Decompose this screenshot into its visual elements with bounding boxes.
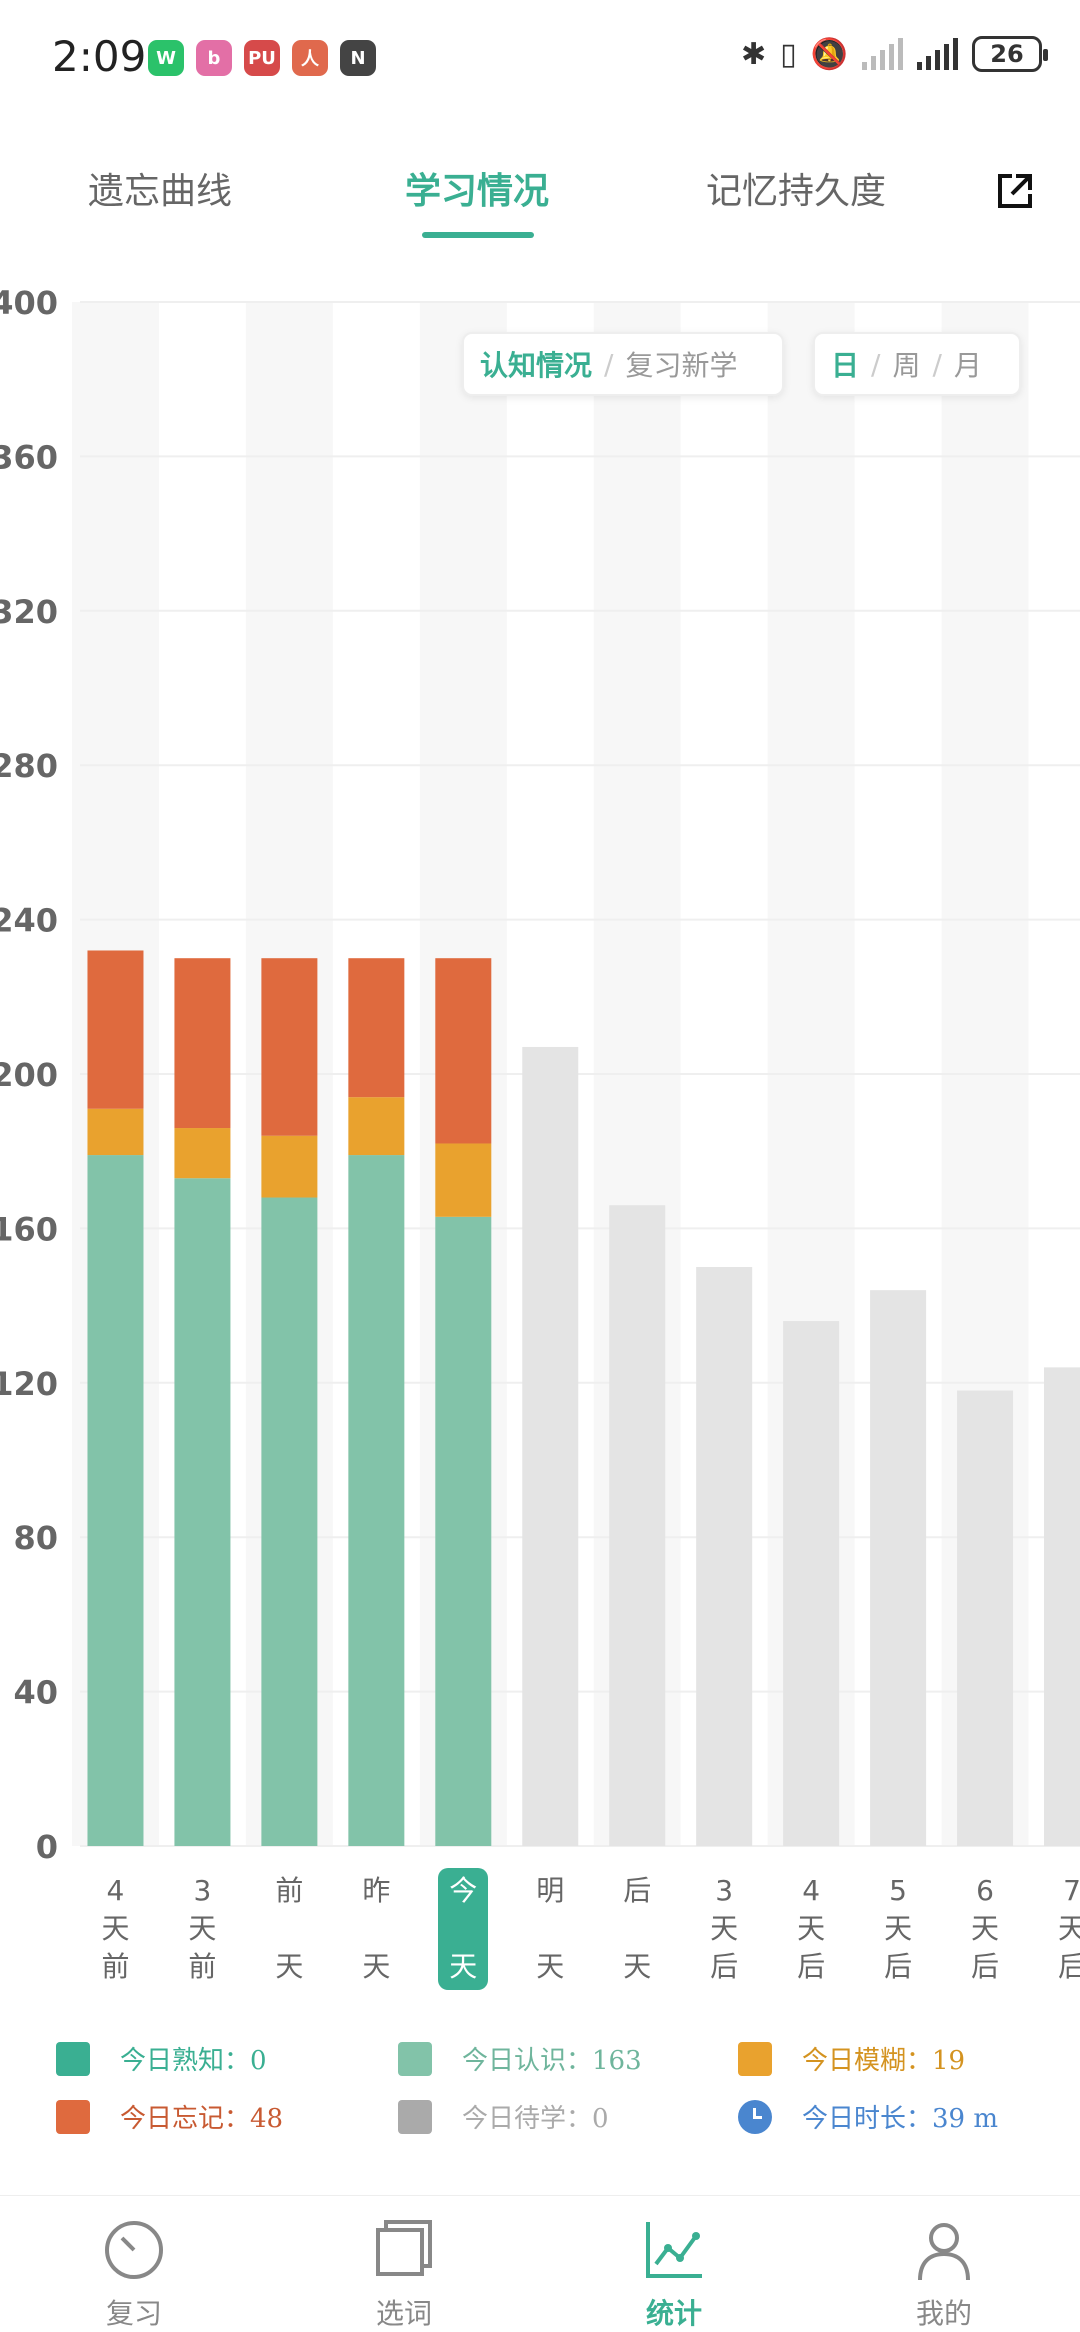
legend-forgotten: 今日忘记：48 <box>56 2098 283 2135</box>
y-tick-label: 120 <box>0 1365 58 1403</box>
stacked-bar-chart: 0 40 80 120 160 200 240 280 320 360 400 <box>0 284 1080 1866</box>
signal-sim1-icon <box>862 38 903 70</box>
status-indicators: ✱ ▯ 🔕 26 <box>740 36 1048 72</box>
bar-segment <box>1044 1367 1080 1846</box>
y-tick-label: 40 <box>13 1674 58 1712</box>
y-tick-label: 400 <box>0 284 58 322</box>
x-axis-label[interactable]: 3 天 前 <box>188 1874 217 1983</box>
wechat-icon: W <box>148 40 184 76</box>
legend-swatch <box>398 2041 432 2076</box>
bottom-navigation: 复习 选词 统计 我的 <box>0 2195 1080 2332</box>
y-tick-label: 240 <box>0 902 58 940</box>
bar-segment <box>174 1178 231 1846</box>
tab-forgetting-curve[interactable]: 遗忘曲线 <box>88 171 233 212</box>
x-axis-label[interactable]: 前 天 <box>275 1874 304 1983</box>
clock-icon <box>738 2099 772 2134</box>
tab-memory-durability[interactable]: 记忆持久度 <box>706 171 887 212</box>
legend-known: 今日熟知：0 <box>56 2040 267 2077</box>
legend-duration: 今日时长：39 m <box>738 2098 998 2135</box>
nav-mine[interactable]: 我的 <box>864 2196 1024 2332</box>
bar-segment <box>522 1046 579 1846</box>
bar-segment <box>174 958 231 1129</box>
toggle-day[interactable]: 日 <box>831 349 860 382</box>
bar-segment <box>435 1143 492 1217</box>
bar-segment <box>348 1097 405 1156</box>
y-tick-label: 200 <box>0 1056 58 1094</box>
top-tabs: 遗忘曲线 学习情况 记忆持久度 <box>0 150 1080 250</box>
legend-pending: 今日待学：0 <box>398 2098 609 2135</box>
x-axis-label[interactable]: 昨 天 <box>362 1874 391 1983</box>
bar-segment <box>609 1205 666 1846</box>
nav-review[interactable]: 复习 <box>54 2196 214 2332</box>
y-tick-label: 0 <box>36 1828 58 1866</box>
bar-segment <box>87 950 144 1109</box>
y-tick-label: 160 <box>0 1210 58 1248</box>
y-tick-label: 320 <box>0 593 58 631</box>
x-axis-label[interactable]: 明 天 <box>536 1874 565 1983</box>
x-axis-label[interactable]: 5 天 后 <box>884 1874 913 1983</box>
bar-segment <box>87 1108 144 1156</box>
tab-study-status[interactable]: 学习情况 <box>405 171 550 212</box>
x-axis-label[interactable]: 7 天 后 <box>1057 1874 1080 1983</box>
bar-segment <box>87 1155 144 1846</box>
bar-segment <box>957 1390 1014 1846</box>
bar-segment <box>435 958 492 1144</box>
legend-swatch <box>56 2041 90 2076</box>
bar-segment <box>435 1216 492 1846</box>
share-export-icon[interactable] <box>996 172 1034 210</box>
legend-swatch <box>738 2041 772 2076</box>
x-axis-label[interactable]: 今 天 <box>438 1868 489 1990</box>
user-icon <box>918 2223 970 2281</box>
toggle-review-new[interactable]: 复习新学 <box>625 349 738 382</box>
mode-toggle: 认知情况 / 复习新学 <box>462 332 784 396</box>
x-axis-label[interactable]: 3 天 后 <box>710 1874 739 1983</box>
study-status-chart: 0 40 80 120 160 200 240 280 320 360 400 <box>0 280 1080 2040</box>
legend-swatch <box>398 2099 432 2134</box>
cards-icon <box>376 2220 432 2276</box>
bar-segment <box>261 958 318 1136</box>
x-axis-labels: 4 天 前 3 天 前 前 天 昨 天 今 天 明 天 后 天 3 天 后 4 天 后 5 天 后… <box>0 1868 1080 2012</box>
bar-segment <box>261 1197 318 1846</box>
gauge-icon <box>105 2221 163 2279</box>
bar-segment <box>174 1128 231 1179</box>
bar-segment <box>348 958 405 1098</box>
nav-statistics[interactable]: 统计 <box>594 2196 754 2332</box>
bar-segment <box>696 1267 753 1846</box>
toggle-cognition[interactable]: 认知情况 <box>480 349 593 382</box>
pu-icon: PU <box>244 40 280 76</box>
chart-line-icon <box>646 2222 702 2278</box>
bar-segment <box>348 1155 405 1846</box>
battery-icon: 26 <box>972 36 1048 72</box>
toggle-month[interactable]: 月 <box>953 349 982 382</box>
x-axis-label[interactable]: 4 天 前 <box>101 1874 130 1983</box>
y-tick-label: 80 <box>13 1519 58 1557</box>
bar-segment <box>870 1290 927 1846</box>
x-axis-label[interactable]: 后 天 <box>623 1874 652 1983</box>
nfc-icon: N <box>340 40 376 76</box>
x-axis-label[interactable]: 6 天 后 <box>971 1874 1000 1983</box>
vibrate-icon: ▯ <box>780 36 797 72</box>
period-toggle: 日 / 周 / 月 <box>813 332 1021 396</box>
signal-sim2-icon <box>917 38 958 70</box>
bar-segment <box>261 1135 318 1198</box>
mute-bell-icon: 🔕 <box>810 36 848 72</box>
toggle-week[interactable]: 周 <box>892 349 921 382</box>
legend-vague: 今日模糊：19 <box>738 2040 965 2077</box>
bluetooth-icon: ✱ <box>740 36 767 72</box>
person-app-icon: 人 <box>292 40 328 76</box>
active-tab-indicator <box>422 232 534 238</box>
legend-recognized: 今日认识：163 <box>398 2040 642 2077</box>
clock-time: 2:09 <box>52 32 147 81</box>
bar-segment <box>783 1321 840 1846</box>
y-tick-label: 280 <box>0 747 58 785</box>
y-tick-label: 360 <box>0 438 58 476</box>
nav-select-words[interactable]: 选词 <box>324 2196 484 2332</box>
legend-swatch <box>56 2099 90 2134</box>
x-axis-label[interactable]: 4 天 后 <box>797 1874 826 1983</box>
bilibili-icon: b <box>196 40 232 76</box>
